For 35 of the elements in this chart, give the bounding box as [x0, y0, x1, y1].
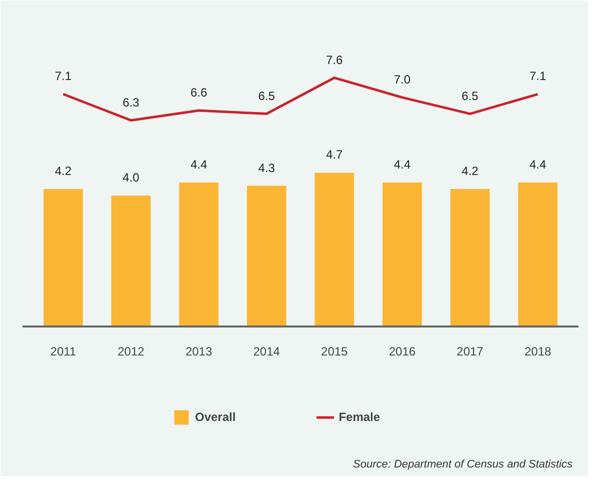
data-label: 6.5	[462, 88, 479, 103]
data-label: 7.0	[394, 72, 411, 86]
bar	[382, 182, 422, 326]
data-label: 4.7	[326, 148, 344, 162]
bar	[44, 189, 83, 326]
x-tick-label: 2018	[524, 344, 552, 358]
data-label: 4.4	[529, 158, 546, 172]
source-note: Source: Department of Census and Statistics	[353, 458, 573, 470]
x-tick-label: 2014	[253, 344, 280, 358]
bar	[246, 186, 286, 326]
data-label: 6.6	[190, 86, 208, 100]
data-label: 6.3	[122, 95, 140, 110]
data-label: 7.1	[529, 69, 546, 84]
x-tick-label: 2011	[50, 344, 76, 358]
bar	[314, 172, 354, 326]
data-label: 6.5	[258, 88, 276, 103]
data-label: 4.2	[54, 164, 72, 178]
data-label: 4.4	[394, 158, 411, 172]
bar	[179, 182, 218, 326]
x-tick-label: 2015	[321, 344, 348, 358]
data-label: 7.1	[54, 69, 72, 84]
data-label: 7.6	[326, 52, 344, 67]
x-tick-label: 2016	[388, 344, 416, 358]
x-tick-label: 2013	[185, 344, 212, 358]
legend-label: Female	[338, 410, 380, 424]
data-label: 4.2	[462, 164, 479, 178]
legend-label: Overall	[195, 410, 236, 424]
x-tick-label: 2012	[118, 344, 145, 358]
bar	[450, 189, 490, 326]
data-label: 4.0	[122, 170, 140, 185]
data-label: 4.3	[258, 160, 276, 175]
data-label: 4.4	[190, 158, 208, 172]
bar	[111, 196, 151, 326]
x-tick-label: 2017	[456, 344, 484, 358]
bar	[518, 182, 558, 326]
